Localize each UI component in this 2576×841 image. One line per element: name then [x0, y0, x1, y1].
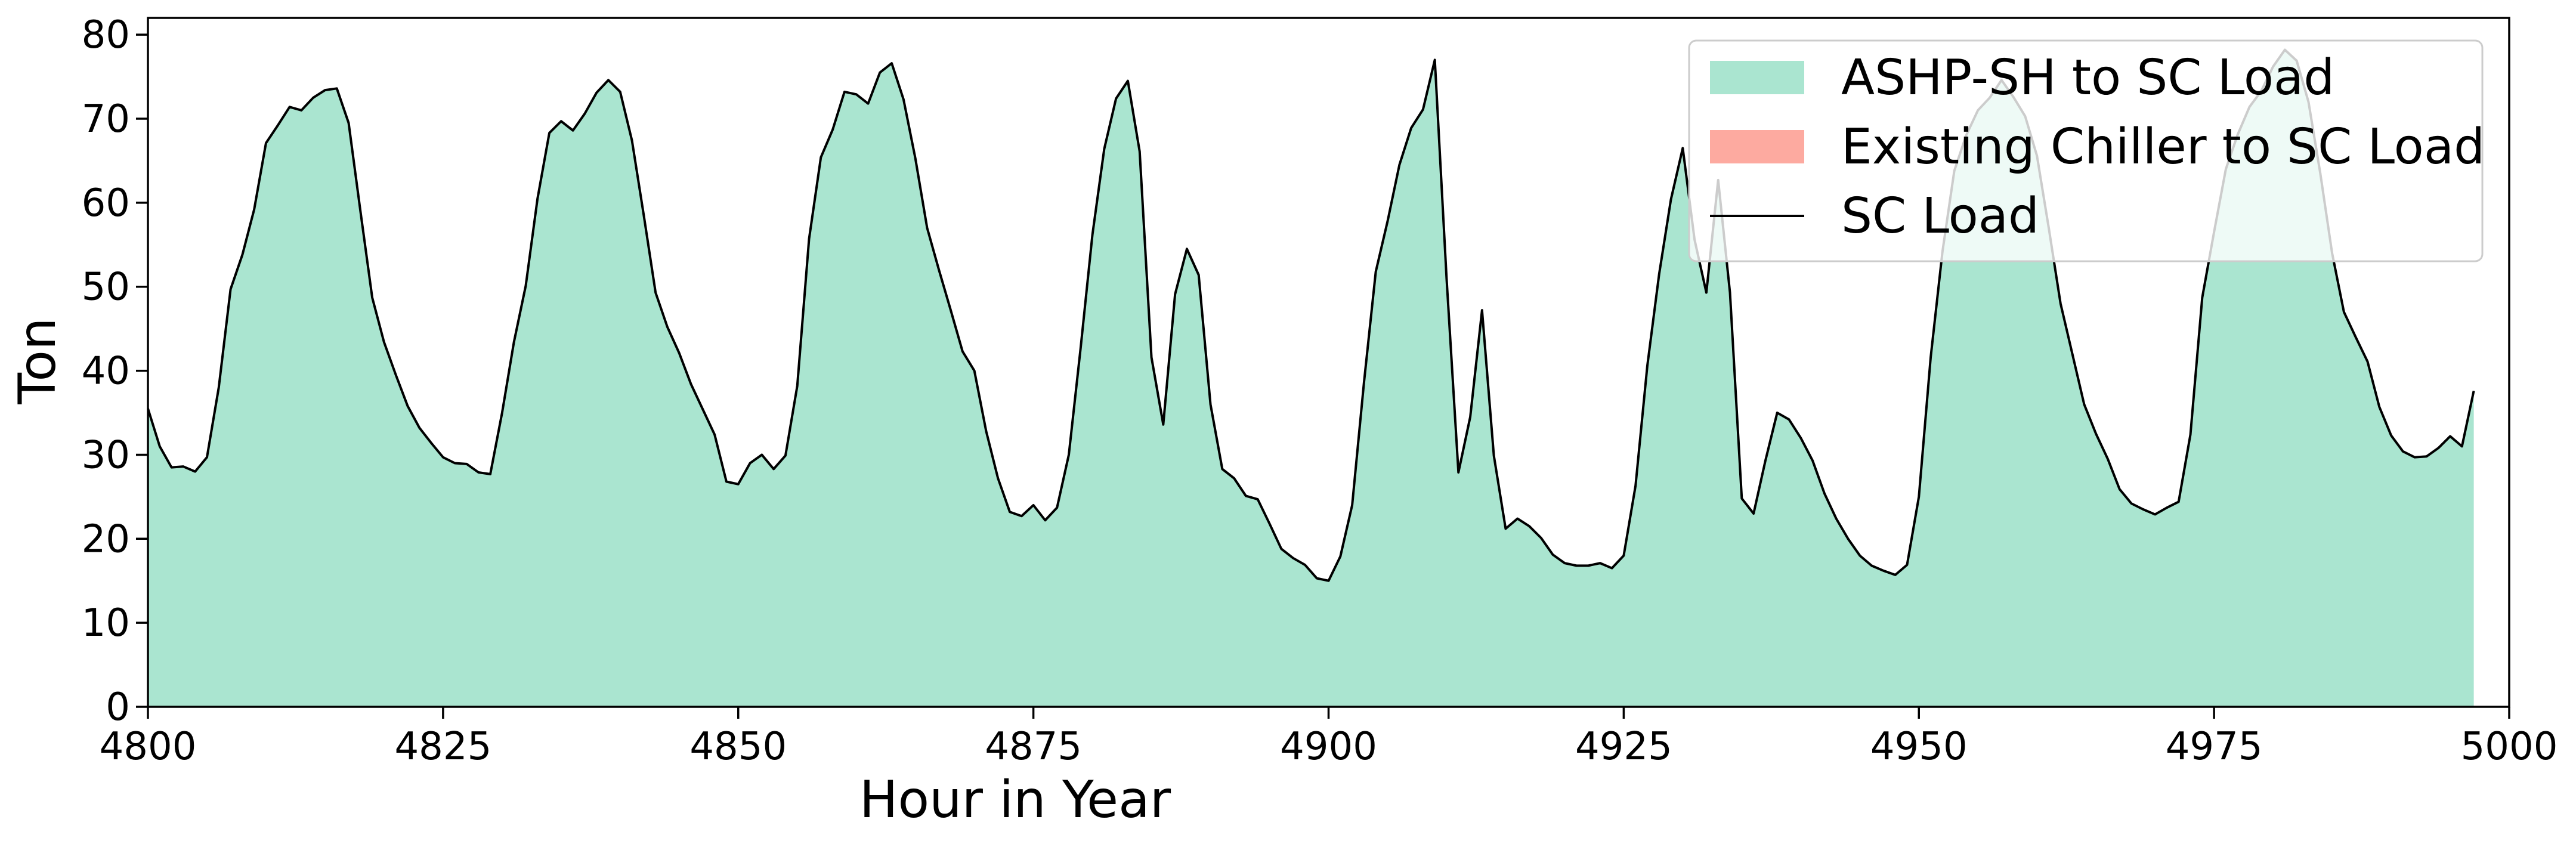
y-tick-label: 70	[82, 97, 130, 141]
y-tick-label: 50	[82, 265, 130, 310]
y-tick-label: 30	[82, 433, 130, 477]
y-tick-label: 0	[106, 685, 130, 729]
y-tick-label: 10	[82, 601, 130, 645]
x-tick-label: 4825	[394, 725, 491, 769]
x-tick-label: 4850	[689, 725, 787, 769]
x-tick-label: 4900	[1280, 725, 1377, 769]
x-tick-label: 5000	[2461, 725, 2558, 769]
legend-label: SC Load	[1841, 188, 2039, 245]
x-tick-label: 4950	[1870, 725, 1968, 769]
legend: ASHP-SH to SC Load Existing Chiller to SC…	[1688, 39, 2485, 262]
legend-label: ASHP-SH to SC Load	[1841, 50, 2334, 106]
y-axis-title: Ton	[8, 317, 67, 404]
ashp-sh-area	[148, 50, 2474, 707]
y-tick-label: 80	[82, 13, 130, 57]
axes: 4800 4825 4850 4875 4900 4925 4950 4975 5000 0 10 2…	[82, 13, 2558, 769]
y-tick-label: 40	[82, 350, 130, 394]
x-tick-label: 4925	[1575, 725, 1672, 769]
legend-swatch	[1710, 130, 1804, 163]
y-tick-label: 60	[82, 181, 130, 225]
legend-swatch	[1710, 61, 1804, 94]
sc-load-line	[147, 48, 2475, 582]
x-tick-label: 4800	[100, 725, 197, 769]
legend-label: Existing Chiller to SC Load	[1841, 119, 2485, 175]
x-tick-label: 4975	[2166, 725, 2263, 769]
plot-area	[147, 48, 2475, 707]
x-tick-label: 4875	[985, 725, 1082, 769]
y-tick-label: 20	[82, 517, 130, 561]
x-axis-title: Hour in Year	[859, 770, 1171, 830]
legend-box	[1688, 39, 2484, 262]
